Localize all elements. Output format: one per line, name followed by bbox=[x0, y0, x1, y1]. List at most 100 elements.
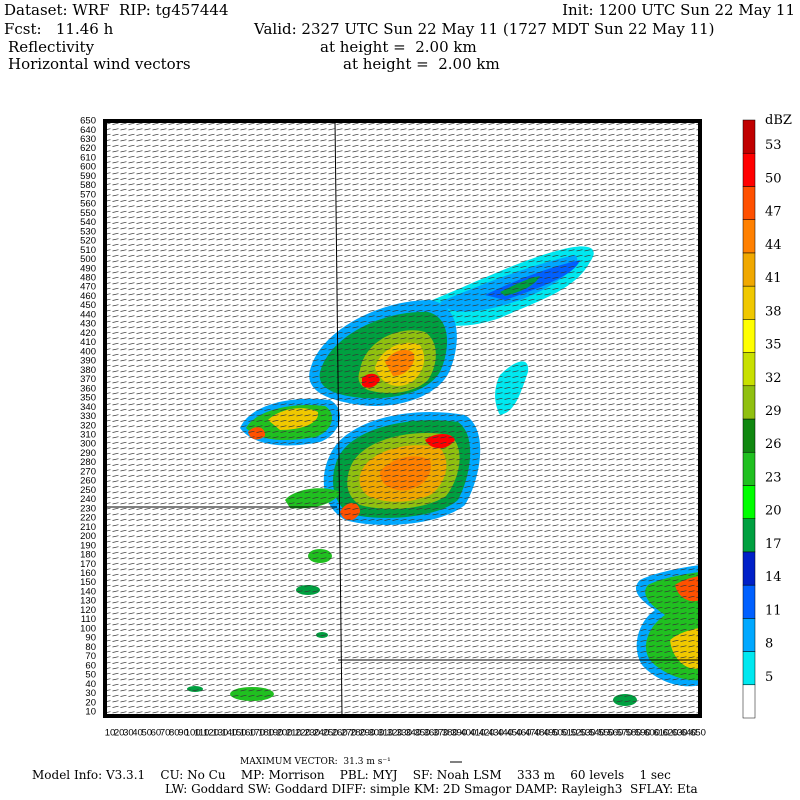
x-tick-label: 320 bbox=[387, 728, 403, 739]
y-tick-label: 520 bbox=[80, 236, 96, 247]
x-tick-label: 610 bbox=[653, 728, 669, 739]
x-tick-label: 240 bbox=[313, 728, 329, 739]
colorbar-label: 5 bbox=[765, 670, 773, 685]
y-tick-label: 560 bbox=[80, 199, 96, 210]
x-tick-label: 510 bbox=[561, 728, 577, 739]
y-tick-label: 270 bbox=[80, 466, 96, 477]
colorbar-unit: dBZ bbox=[765, 113, 792, 128]
x-tick-label: 600 bbox=[644, 728, 660, 739]
y-tick-label: 470 bbox=[80, 282, 96, 293]
y-tick-label: 180 bbox=[80, 550, 96, 561]
y-tick-label: 160 bbox=[80, 568, 96, 579]
x-tick-label: 300 bbox=[369, 728, 385, 739]
y-tick-label: 340 bbox=[80, 402, 96, 413]
y-tick-label: 290 bbox=[80, 448, 96, 459]
y-tick-label: 510 bbox=[80, 245, 96, 256]
colorbar-label: 14 bbox=[765, 570, 782, 585]
x-tick-label: 110 bbox=[194, 728, 209, 739]
colorbar-label: 32 bbox=[765, 371, 782, 386]
y-tick-label: 580 bbox=[80, 180, 96, 191]
dataset: Dataset: WRF RIP: tg457444 bbox=[4, 1, 229, 19]
y-tick-label: 10 bbox=[85, 707, 96, 718]
x-tick-label: 330 bbox=[396, 728, 412, 739]
y-tick-label: 70 bbox=[85, 651, 96, 662]
x-tick-label: 50 bbox=[141, 728, 152, 739]
y-tick-label: 630 bbox=[80, 134, 96, 145]
y-tick-label: 230 bbox=[80, 503, 96, 514]
x-tick-label: 150 bbox=[231, 728, 247, 739]
x-tick-label: 390 bbox=[451, 728, 467, 739]
y-tick-label: 120 bbox=[80, 605, 96, 616]
field-name: Horizontal wind vectors bbox=[8, 55, 191, 73]
x-tick-label: 470 bbox=[525, 728, 541, 739]
y-tick-label: 80 bbox=[85, 642, 96, 653]
y-tick-label: 200 bbox=[80, 531, 96, 542]
colorbar-band bbox=[742, 518, 756, 553]
x-tick-label: 10 bbox=[105, 728, 116, 739]
valid-time: Valid: 2327 UTC Sun 22 May 11 (1727 MDT … bbox=[253, 20, 715, 38]
y-tick-label: 550 bbox=[80, 208, 96, 219]
x-tick-label: 590 bbox=[635, 728, 651, 739]
x-tick-label: 230 bbox=[304, 728, 320, 739]
colorbar-band bbox=[742, 618, 756, 652]
model-physics: LW: Goddard SW: Goddard DIFF: simple KM:… bbox=[165, 782, 698, 796]
colorbar-label: 8 bbox=[765, 637, 773, 652]
y-tick-label: 400 bbox=[80, 346, 96, 357]
plot-frame bbox=[103, 119, 702, 718]
x-tick-label: 220 bbox=[295, 728, 311, 739]
y-tick-label: 380 bbox=[80, 365, 96, 376]
y-tick-label: 90 bbox=[85, 633, 96, 644]
x-tick-label: 280 bbox=[350, 728, 366, 739]
x-tick-label: 120 bbox=[203, 728, 219, 739]
y-tick-label: 220 bbox=[80, 513, 96, 524]
x-tick-label: 460 bbox=[516, 728, 532, 739]
forecast-hour: Fcst: 11.46 h bbox=[4, 20, 114, 38]
y-tick-label: 620 bbox=[80, 143, 96, 154]
y-tick-label: 640 bbox=[80, 125, 96, 136]
colorbar-band bbox=[742, 584, 756, 619]
x-tick-label: 410 bbox=[470, 728, 486, 739]
y-tick-label: 300 bbox=[80, 439, 96, 450]
x-tick-label: 550 bbox=[598, 728, 614, 739]
x-tick-label: 290 bbox=[359, 728, 375, 739]
colorbar-label: 29 bbox=[765, 404, 782, 419]
y-tick-label: 460 bbox=[80, 291, 96, 302]
colorbar-label: 44 bbox=[765, 238, 782, 253]
x-tick-label: 60 bbox=[151, 728, 162, 739]
y-tick-label: 350 bbox=[80, 393, 96, 404]
model-info: Model Info: V3.3.1 CU: No Cu MP: Morriso… bbox=[32, 768, 671, 782]
colorbar-band bbox=[742, 451, 756, 486]
wind-vectors bbox=[105, 121, 700, 716]
x-tick-label: 370 bbox=[433, 728, 449, 739]
y-tick-label: 440 bbox=[80, 309, 96, 320]
init-time: Init: 1200 UTC Sun 22 May 11 bbox=[562, 1, 795, 19]
y-tick-label: 450 bbox=[80, 300, 96, 311]
x-tick-label: 200 bbox=[277, 728, 293, 739]
y-tick-label: 590 bbox=[80, 171, 96, 182]
y-tick-label: 190 bbox=[80, 540, 96, 551]
x-tick-label: 90 bbox=[178, 728, 189, 739]
y-tick-label: 360 bbox=[80, 383, 96, 394]
x-tick-label: 40 bbox=[132, 728, 143, 739]
x-tick-label: 440 bbox=[497, 728, 513, 739]
x-tick-label: 30 bbox=[123, 728, 134, 739]
x-tick-label: 620 bbox=[663, 728, 679, 739]
y-tick-label: 100 bbox=[80, 623, 96, 634]
x-tick-label: 650 bbox=[690, 728, 706, 739]
y-axis: 1020304050607080901001101201301401501601… bbox=[80, 116, 96, 718]
colorbar-band bbox=[742, 319, 756, 353]
x-tick-label: 570 bbox=[617, 728, 633, 739]
colorbar-label: 11 bbox=[765, 603, 782, 618]
colorbar-label: 50 bbox=[765, 171, 782, 186]
x-tick-label: 480 bbox=[534, 728, 550, 739]
x-tick-label: 80 bbox=[169, 728, 180, 739]
y-tick-label: 570 bbox=[80, 189, 96, 200]
x-tick-label: 160 bbox=[240, 728, 256, 739]
boundaries bbox=[105, 120, 700, 717]
x-tick-label: 430 bbox=[488, 728, 504, 739]
x-tick-label: 490 bbox=[543, 728, 559, 739]
y-tick-label: 420 bbox=[80, 328, 96, 339]
x-axis: 1020304050607080901001101201301401501601… bbox=[105, 728, 706, 739]
x-tick-label: 180 bbox=[258, 728, 274, 739]
